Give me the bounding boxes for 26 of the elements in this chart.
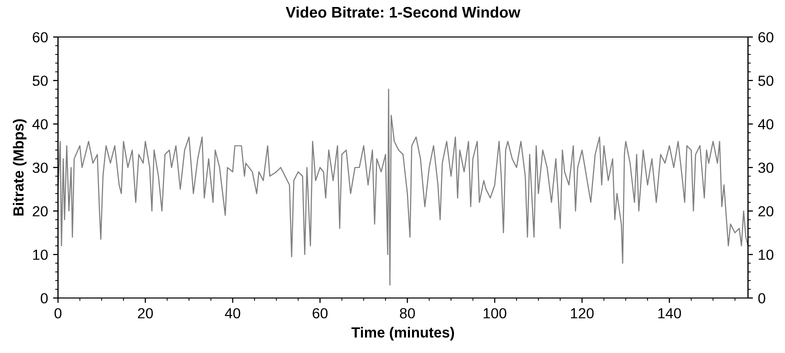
x-axis-title: Time (minutes)	[351, 326, 454, 340]
y-tick-label: 20	[32, 206, 48, 216]
y2-tick-label: 20	[758, 206, 774, 216]
y-axis-title: Bitrate (Mbps)	[12, 119, 27, 216]
y-tick-label: 40	[32, 119, 48, 130]
x-tick-label: 100	[484, 308, 506, 318]
y-tick-label: 10	[33, 250, 48, 260]
y-tick-label: 0	[40, 293, 48, 304]
x-tick-label: 20	[138, 308, 153, 318]
x-tick-label: 120	[571, 308, 594, 318]
y2-tick-label: 50	[758, 76, 774, 86]
y2-tick-label: 60	[758, 32, 774, 42]
x-tick-label: 80	[400, 308, 415, 318]
x-tick-label: 40	[224, 308, 240, 318]
y2-tick-label: 0	[758, 293, 766, 304]
x-tick-label: 0	[54, 308, 62, 318]
y-tick-label: 30	[32, 162, 48, 173]
x-tick-label: 140	[658, 308, 681, 318]
y-tick-label: 50	[32, 76, 48, 86]
chart-title: Video Bitrate: 1-Second Window	[286, 6, 520, 18]
x-tick-label: 60	[312, 308, 328, 318]
y2-tick-label: 30	[758, 162, 774, 173]
line-series	[58, 88, 748, 286]
y-tick-label: 60	[32, 32, 48, 42]
y2-tick-label: 40	[758, 119, 774, 130]
y2-tick-label: 10	[758, 250, 774, 260]
